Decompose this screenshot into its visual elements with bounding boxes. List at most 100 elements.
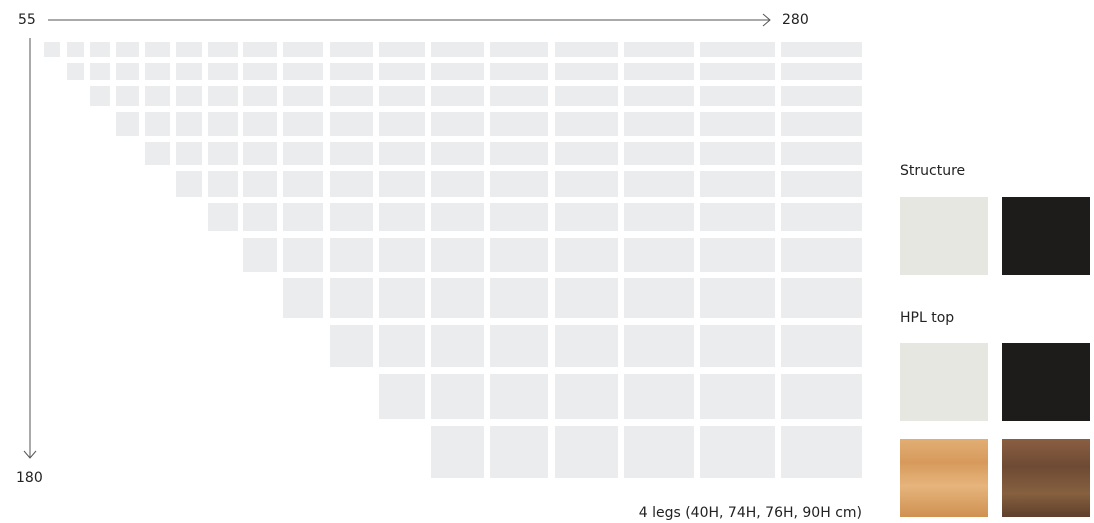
size-cell[interactable]	[781, 142, 862, 165]
size-cell[interactable]	[176, 86, 202, 106]
size-cell[interactable]	[208, 42, 238, 57]
size-cell[interactable]	[431, 112, 484, 136]
size-cell[interactable]	[243, 42, 277, 57]
size-cell[interactable]	[700, 278, 775, 318]
size-cell[interactable]	[555, 42, 618, 57]
size-cell[interactable]	[624, 171, 694, 197]
size-cell[interactable]	[781, 426, 862, 478]
size-cell[interactable]	[243, 86, 277, 106]
size-cell[interactable]	[555, 142, 618, 165]
size-cell[interactable]	[283, 112, 323, 136]
size-cell[interactable]	[379, 42, 425, 57]
size-cell[interactable]	[431, 171, 484, 197]
size-cell[interactable]	[116, 86, 139, 106]
size-cell[interactable]	[243, 203, 277, 231]
size-cell[interactable]	[431, 203, 484, 231]
size-cell[interactable]	[555, 86, 618, 106]
swatch-black[interactable]	[1002, 343, 1090, 421]
size-cell[interactable]	[431, 42, 484, 57]
size-cell[interactable]	[330, 112, 373, 136]
size-cell[interactable]	[555, 203, 618, 231]
size-cell[interactable]	[490, 278, 548, 318]
size-cell[interactable]	[490, 374, 548, 419]
size-cell[interactable]	[700, 203, 775, 231]
size-cell[interactable]	[781, 325, 862, 367]
size-cell[interactable]	[700, 171, 775, 197]
size-cell[interactable]	[379, 325, 425, 367]
size-cell[interactable]	[624, 278, 694, 318]
size-cell[interactable]	[283, 63, 323, 80]
size-cell[interactable]	[555, 374, 618, 419]
size-cell[interactable]	[700, 112, 775, 136]
size-cell[interactable]	[379, 142, 425, 165]
size-cell[interactable]	[700, 325, 775, 367]
size-cell[interactable]	[624, 374, 694, 419]
size-cell[interactable]	[116, 112, 139, 136]
size-cell[interactable]	[700, 86, 775, 106]
size-cell[interactable]	[208, 63, 238, 80]
size-cell[interactable]	[379, 374, 425, 419]
size-cell[interactable]	[176, 171, 202, 197]
size-cell[interactable]	[330, 63, 373, 80]
size-cell[interactable]	[145, 112, 170, 136]
size-cell[interactable]	[145, 142, 170, 165]
size-cell[interactable]	[379, 203, 425, 231]
size-cell[interactable]	[555, 63, 618, 80]
size-cell[interactable]	[379, 278, 425, 318]
size-cell[interactable]	[700, 142, 775, 165]
size-cell[interactable]	[781, 374, 862, 419]
size-cell[interactable]	[283, 142, 323, 165]
size-cell[interactable]	[624, 86, 694, 106]
size-cell[interactable]	[67, 63, 84, 80]
size-cell[interactable]	[431, 426, 484, 478]
size-cell[interactable]	[145, 42, 170, 57]
size-cell[interactable]	[208, 203, 238, 231]
size-cell[interactable]	[330, 86, 373, 106]
size-cell[interactable]	[624, 238, 694, 272]
size-cell[interactable]	[781, 86, 862, 106]
swatch-white[interactable]	[900, 343, 988, 421]
size-cell[interactable]	[624, 325, 694, 367]
size-cell[interactable]	[90, 42, 110, 57]
size-cell[interactable]	[490, 238, 548, 272]
size-cell[interactable]	[116, 63, 139, 80]
size-cell[interactable]	[176, 63, 202, 80]
size-cell[interactable]	[555, 426, 618, 478]
size-cell[interactable]	[431, 142, 484, 165]
size-cell[interactable]	[44, 42, 60, 57]
size-cell[interactable]	[176, 112, 202, 136]
size-cell[interactable]	[379, 238, 425, 272]
size-cell[interactable]	[283, 42, 323, 57]
size-cell[interactable]	[624, 203, 694, 231]
size-cell[interactable]	[330, 42, 373, 57]
size-cell[interactable]	[243, 112, 277, 136]
size-cell[interactable]	[781, 278, 862, 318]
size-cell[interactable]	[208, 86, 238, 106]
size-cell[interactable]	[145, 86, 170, 106]
swatch-black[interactable]	[1002, 197, 1090, 275]
size-cell[interactable]	[490, 63, 548, 80]
size-cell[interactable]	[555, 278, 618, 318]
size-cell[interactable]	[208, 112, 238, 136]
size-cell[interactable]	[490, 42, 548, 57]
size-cell[interactable]	[431, 63, 484, 80]
size-cell[interactable]	[243, 142, 277, 165]
size-cell[interactable]	[67, 42, 84, 57]
size-cell[interactable]	[490, 203, 548, 231]
size-cell[interactable]	[431, 374, 484, 419]
size-cell[interactable]	[283, 86, 323, 106]
size-cell[interactable]	[283, 278, 323, 318]
size-cell[interactable]	[283, 171, 323, 197]
size-cell[interactable]	[624, 112, 694, 136]
size-cell[interactable]	[700, 426, 775, 478]
size-cell[interactable]	[176, 142, 202, 165]
size-cell[interactable]	[90, 63, 110, 80]
size-cell[interactable]	[283, 238, 323, 272]
swatch-white[interactable]	[900, 197, 988, 275]
size-cell[interactable]	[781, 42, 862, 57]
size-cell[interactable]	[490, 171, 548, 197]
size-cell[interactable]	[490, 142, 548, 165]
size-cell[interactable]	[330, 278, 373, 318]
size-cell[interactable]	[555, 171, 618, 197]
size-cell[interactable]	[624, 426, 694, 478]
